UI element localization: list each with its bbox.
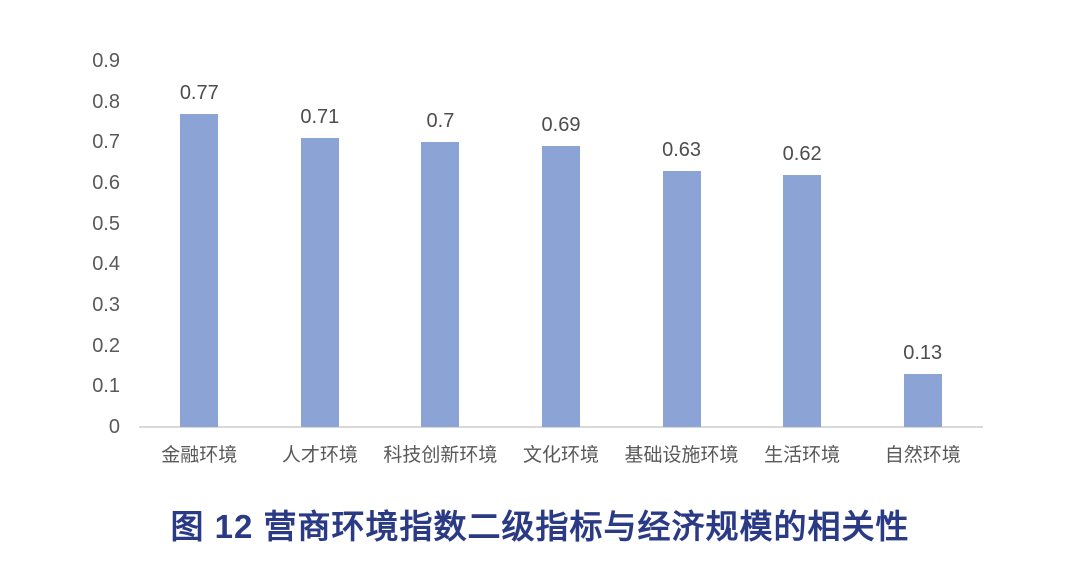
bar	[180, 113, 219, 427]
x-category-label: 自然环境	[884, 445, 961, 466]
y-tick-label: 0.5	[92, 212, 120, 235]
plot-area: 0.77 0.71 0.7 0.69 0.63 0.62 0.13	[139, 61, 983, 428]
bar-cell: 0.13	[862, 61, 983, 427]
bar-value-label: 0.69	[541, 114, 581, 137]
bar	[300, 138, 339, 427]
bar	[421, 142, 460, 427]
y-tick-label: 0.8	[92, 90, 120, 113]
bar	[903, 374, 942, 427]
x-category-label: 基础设施环境	[624, 445, 739, 466]
bar	[783, 174, 822, 427]
y-tick-label: 0.3	[92, 294, 120, 316]
bar-value-label: 0.71	[300, 106, 340, 129]
x-category-label: 文化环境	[522, 445, 600, 466]
bar-cell: 0.7	[380, 61, 501, 427]
bar-cell: 0.71	[260, 61, 381, 427]
y-tick-label: 0	[108, 416, 120, 438]
y-tick-label: 0.2	[92, 334, 120, 357]
bar	[662, 170, 701, 427]
bar-value-label: 0.13	[903, 342, 943, 365]
bar-cell: 0.62	[742, 61, 863, 427]
bar-value-label: 0.77	[179, 81, 219, 104]
y-tick-label: 0.6	[92, 172, 120, 194]
y-tick-label: 0.9	[92, 50, 120, 72]
bar-value-label: 0.62	[782, 142, 822, 165]
bar-value-label: 0.7	[426, 110, 455, 133]
chart-caption: 图 12 营商环境指数二级指标与经济规模的相关性	[170, 508, 910, 545]
bar-value-label: 0.63	[662, 138, 702, 161]
y-tick-label: 0.1	[92, 375, 120, 398]
bar	[541, 146, 580, 427]
bar-cell: 0.63	[621, 61, 742, 427]
x-axis-line	[139, 426, 983, 428]
x-category-label: 生活环境	[764, 445, 841, 466]
bar-cell: 0.69	[501, 61, 622, 427]
x-axis-labels: 金融环境 人才环境 科技创新环境 文化环境 基础设施环境 生活环境 自然环境	[139, 440, 983, 470]
y-axis: 0.9 0.8 0.7 0.6 0.5 0.4 0.3 0.2 0.1 0	[0, 50, 120, 438]
x-category-label: 金融环境	[161, 445, 238, 466]
y-tick-label: 0.7	[92, 131, 120, 154]
x-category-label: 人才环境	[281, 445, 358, 466]
x-category-label: 科技创新环境	[383, 445, 498, 466]
y-tick-label: 0.4	[92, 253, 120, 276]
bar-cell: 0.77	[139, 61, 260, 427]
